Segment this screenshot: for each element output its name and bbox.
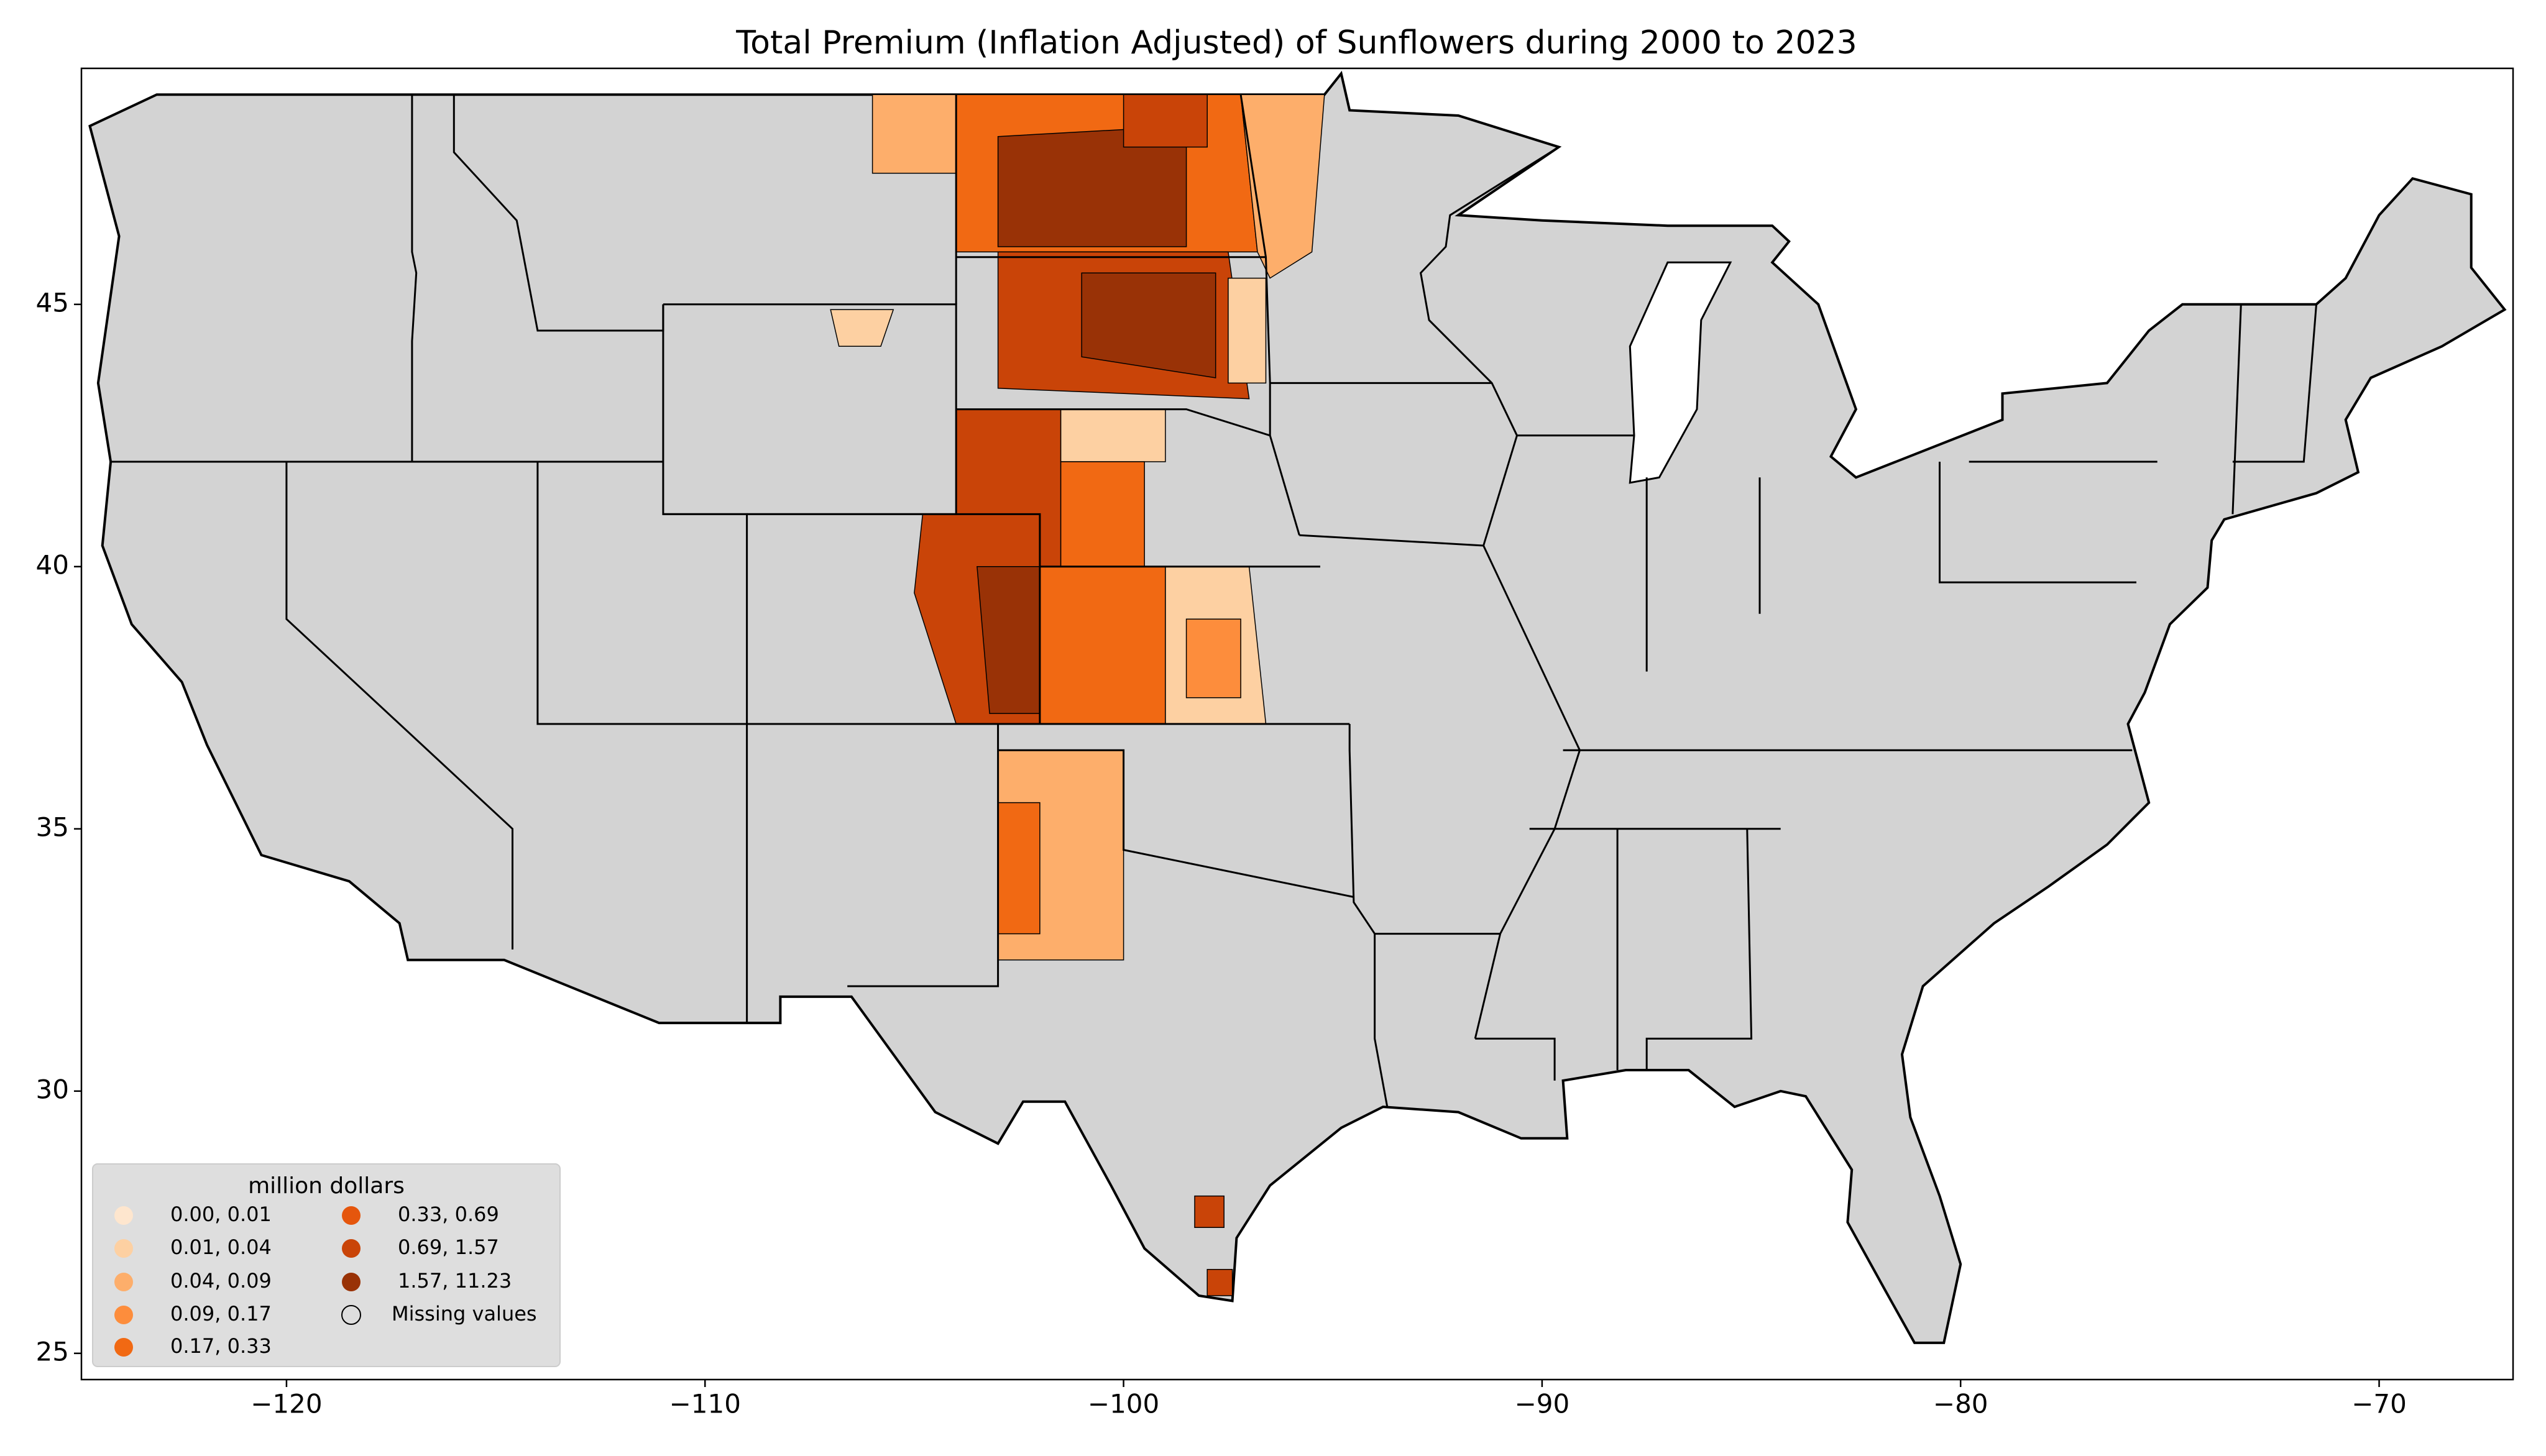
shaded-area (1039, 566, 1166, 725)
legend-label: 0.01, 0.04 (170, 1235, 272, 1259)
y-tick-label: 25 (36, 1336, 69, 1367)
state-border (285, 462, 513, 950)
legend-marker (342, 1206, 361, 1225)
state-border (1348, 724, 1389, 1107)
map-title: Total Premium (Inflation Adjusted) of Su… (735, 24, 1857, 62)
state-border (536, 462, 748, 1023)
state-border (453, 94, 664, 332)
state-border (956, 408, 1300, 536)
legend-marker (114, 1338, 133, 1357)
legend-marker (342, 1273, 361, 1291)
state-border (1475, 1037, 1556, 1081)
y-tick-label: 35 (36, 812, 69, 842)
state-border (747, 513, 1041, 725)
shaded-area (1206, 1269, 1233, 1296)
shaded-area (871, 94, 957, 174)
legend-marker (341, 1305, 361, 1325)
state-border (2231, 304, 2242, 515)
legend-label: Missing values (392, 1302, 537, 1326)
shaded-area (1060, 408, 1166, 462)
legend-box (92, 1163, 561, 1367)
legend-label: 0.33, 0.69 (398, 1202, 499, 1226)
legend-marker (342, 1239, 361, 1258)
shaded-area (997, 802, 1041, 935)
legend-label: 0.00, 0.01 (170, 1202, 272, 1226)
plot-frame (80, 67, 2514, 1381)
x-tick-label: −70 (2351, 1389, 2407, 1419)
shaded-area (1228, 277, 1267, 384)
legend-label: 0.09, 0.17 (170, 1302, 272, 1326)
shaded-area (1060, 461, 1145, 567)
legend-marker (114, 1273, 133, 1291)
state-border (1474, 545, 1581, 1039)
legend-label: 0.04, 0.09 (170, 1269, 272, 1293)
land (88, 70, 2507, 1344)
x-tick-label: −80 (1933, 1389, 1988, 1419)
legend-label: 1.57, 11.23 (398, 1269, 512, 1293)
state-border (1939, 462, 2136, 584)
legend-label: 0.69, 1.57 (398, 1235, 499, 1259)
state-border (1419, 146, 1560, 546)
legend-title: million dollars (248, 1173, 405, 1199)
x-tick-label: −120 (250, 1389, 322, 1419)
shaded-area (1194, 1195, 1225, 1228)
state-border (411, 94, 418, 462)
y-tick-label: 45 (36, 287, 69, 318)
lake (1629, 261, 1732, 484)
state-border (998, 749, 1354, 898)
state-border (2232, 304, 2317, 463)
state-border (1239, 94, 1271, 436)
legend: million dollars 0.00, 0.01 0.01, 0.04 0.04… (92, 1163, 561, 1367)
state-border (847, 724, 1000, 987)
state-border (1645, 828, 1753, 1070)
legend-marker (114, 1206, 133, 1225)
legend-label: 0.17, 0.33 (170, 1334, 272, 1358)
shaded-area (1123, 94, 1208, 148)
shaded-area (1185, 618, 1241, 698)
x-tick-label: −90 (1515, 1389, 1570, 1419)
state-border (1299, 534, 1484, 547)
legend-marker (114, 1306, 133, 1324)
shaded-area (830, 309, 894, 347)
shaded-area (1081, 272, 1216, 378)
x-tick-label: −110 (669, 1389, 741, 1419)
x-tick-label: −100 (1088, 1389, 1159, 1419)
map (88, 70, 2507, 1344)
y-tick-label: 30 (36, 1074, 69, 1104)
legend-marker (114, 1239, 133, 1258)
y-tick-label: 40 (36, 549, 69, 580)
axes: −120 −110 −100 −90 −80 −70 25 30 35 40 45 (36, 287, 2407, 1419)
